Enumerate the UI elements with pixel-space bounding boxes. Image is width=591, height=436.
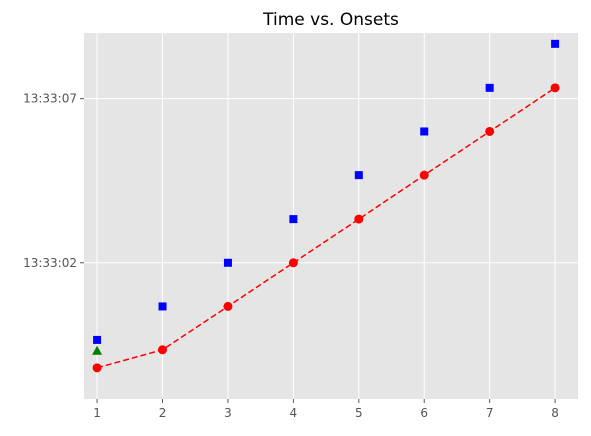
chart-title: Time vs. Onsets: [262, 10, 399, 30]
data-point: [289, 215, 298, 224]
data-point: [158, 345, 168, 355]
x-axis: 1 2 3 4 5 6 7 8: [93, 399, 559, 420]
plot-area: [84, 33, 578, 399]
y-tick-label: 13:33:07: [23, 92, 77, 106]
x-tick-label: 5: [355, 406, 363, 420]
y-axis: 13:33:02 13:33:07: [23, 92, 84, 270]
data-point: [485, 126, 495, 136]
data-point: [288, 258, 298, 268]
data-point: [420, 127, 429, 136]
data-point: [551, 39, 560, 48]
data-point: [419, 170, 429, 180]
series-line: [96, 87, 556, 369]
series-1: [92, 83, 560, 373]
x-tick-label: 8: [551, 406, 559, 420]
data-point: [223, 301, 233, 311]
x-tick-label: 1: [93, 406, 101, 420]
data-point: [485, 83, 494, 92]
x-tick-label: 4: [290, 406, 298, 420]
series-3: [92, 345, 103, 355]
data-point: [354, 171, 363, 180]
series-2: [93, 39, 560, 344]
data-point: [158, 302, 167, 311]
data-point: [550, 83, 560, 93]
data-point: [92, 345, 103, 355]
y-tick-label: 13:33:02: [23, 256, 77, 270]
x-tick-label: 3: [224, 406, 232, 420]
data-point: [354, 214, 364, 224]
data-point: [223, 258, 232, 267]
data-point: [93, 335, 102, 344]
x-tick-label: 6: [420, 406, 428, 420]
data-point: [92, 363, 102, 373]
x-tick-label: 2: [159, 406, 167, 420]
x-tick-label: 7: [486, 406, 494, 420]
series-layer: [92, 39, 560, 373]
